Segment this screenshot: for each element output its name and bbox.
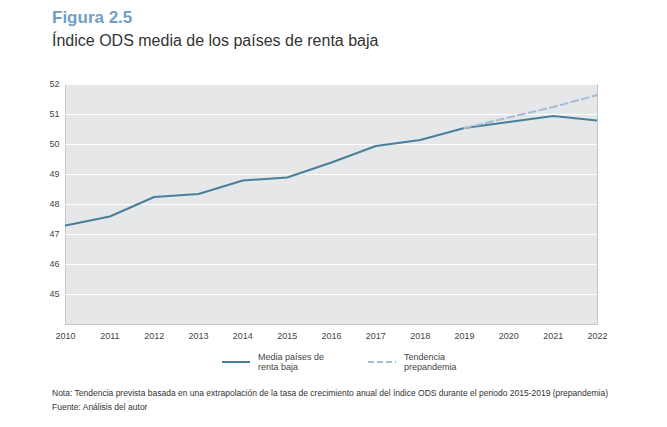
svg-text:2022: 2022 bbox=[587, 331, 607, 341]
svg-text:50: 50 bbox=[49, 139, 59, 149]
svg-text:2013: 2013 bbox=[188, 331, 208, 341]
html-text:Media países de renta baja: Media países de renta baja bbox=[258, 352, 324, 372]
svg-text:2015: 2015 bbox=[277, 331, 297, 341]
html-text:Nota: Tendencia prevista basad: Nota: Tendencia prevista basada en una e… bbox=[52, 388, 608, 398]
svg-text:2012: 2012 bbox=[144, 331, 164, 341]
svg-text:48: 48 bbox=[49, 199, 59, 209]
html-text:Fuente: Análisis del autor: Fuente: Análisis del autor bbox=[52, 402, 148, 412]
svg-text:46: 46 bbox=[49, 259, 59, 269]
svg-text:2016: 2016 bbox=[321, 331, 341, 341]
html-text:Figura 2.5: Figura 2.5 bbox=[52, 8, 133, 27]
svg-text:45: 45 bbox=[49, 289, 59, 299]
svg-text:52: 52 bbox=[49, 79, 59, 89]
html-text:Tendencia prepandemia: Tendencia prepandemia bbox=[404, 352, 457, 372]
svg-text:2010: 2010 bbox=[55, 331, 75, 341]
svg-text:49: 49 bbox=[49, 169, 59, 179]
svg-text:2017: 2017 bbox=[366, 331, 386, 341]
html-text:Índice ODS media de los países: Índice ODS media de los países de renta … bbox=[52, 32, 379, 49]
svg-text:2014: 2014 bbox=[233, 331, 253, 341]
svg-text:51: 51 bbox=[49, 109, 59, 119]
svg-text:2019: 2019 bbox=[454, 331, 474, 341]
svg-text:2018: 2018 bbox=[410, 331, 430, 341]
svg-text:2020: 2020 bbox=[499, 331, 519, 341]
svg-text:2011: 2011 bbox=[100, 331, 119, 341]
svg-text:2021: 2021 bbox=[543, 331, 563, 341]
svg-text:47: 47 bbox=[49, 229, 59, 239]
